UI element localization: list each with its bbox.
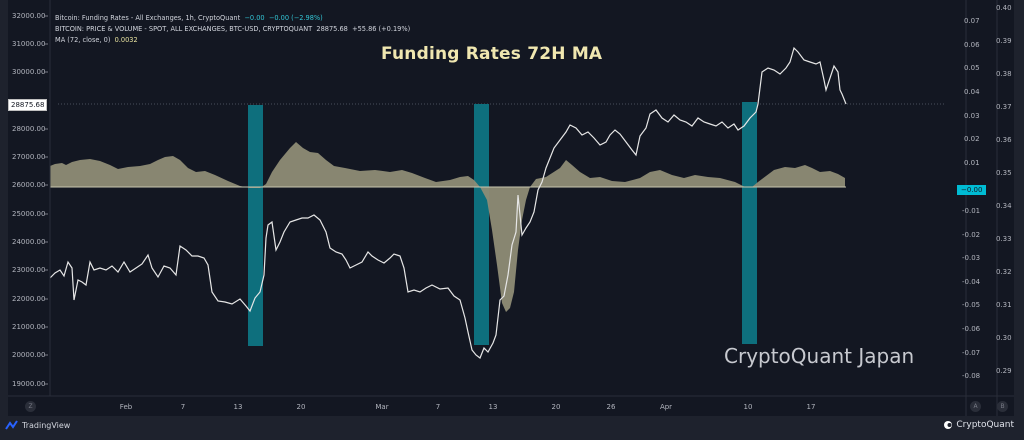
- right-b-tick: 0.33: [996, 235, 1012, 243]
- right-a-tick: 0.04: [964, 88, 980, 96]
- left-tick: 26000.00: [12, 181, 46, 189]
- right-b-tick: 0.40: [996, 4, 1012, 12]
- x-tick: 20: [296, 403, 306, 411]
- footer: [0, 416, 1024, 440]
- legend-change: +55.86 (+0.19%): [352, 25, 411, 33]
- axis-b-button[interactable]: B: [997, 401, 1008, 412]
- x-tick: 17: [806, 403, 816, 411]
- right-a-tick: 0.06: [964, 41, 980, 49]
- left-tick: 32000.00: [12, 12, 46, 20]
- legend-label: BITCOIN: PRICE & VOLUME - SPOT, ALL EXCH…: [55, 25, 313, 33]
- tradingview-icon: [5, 420, 18, 430]
- right-b-tick: 0.29: [996, 367, 1012, 375]
- highlight-band-apr: [742, 102, 757, 344]
- cryptoquant-icon: [944, 421, 953, 429]
- legend-change: −0.00 (−2.98%): [268, 14, 323, 22]
- right-a-tick: -0.08: [962, 372, 981, 380]
- highlight-band-mar: [474, 104, 489, 345]
- left-tick: 20000.00: [12, 351, 46, 359]
- legend-btc-price[interactable]: BITCOIN: PRICE & VOLUME - SPOT, ALL EXCH…: [55, 24, 410, 35]
- btc-price-line: [49, 46, 847, 359]
- chart-title: Funding Rates 72H MA: [381, 44, 603, 64]
- right-a-tick: -0.02: [962, 231, 981, 239]
- right-b-tick: 0.35: [996, 169, 1012, 177]
- x-tick: 20: [551, 403, 561, 411]
- x-tick: 26: [606, 403, 616, 411]
- left-tick: 31000.00: [12, 40, 46, 48]
- ma-area: [50, 142, 845, 312]
- right-b-tick: 0.37: [996, 103, 1012, 111]
- right-a-tick: 0.01: [964, 159, 980, 167]
- legend-label: MA (72, close, 0): [55, 36, 111, 44]
- legend-funding-rates[interactable]: Bitcoin: Funding Rates - All Exchanges, …: [55, 13, 410, 24]
- left-tick: 27000.00: [12, 153, 46, 161]
- funding-rate-badge: −0.00: [957, 185, 987, 195]
- right-a-tick: -0.03: [962, 254, 981, 262]
- watermark: CryptoQuant Japan: [724, 344, 915, 368]
- legend-value: 0.0032: [114, 36, 138, 44]
- left-tick: 24000.00: [12, 238, 46, 246]
- right-a-tick: 0.03: [964, 112, 980, 120]
- left-tick: 21000.00: [12, 323, 46, 331]
- chart-legend: Bitcoin: Funding Rates - All Exchanges, …: [55, 13, 410, 46]
- x-tick: 7: [180, 403, 186, 411]
- right-a-tick: -0.05: [962, 301, 981, 309]
- legend-value: −0.00: [244, 14, 265, 22]
- axis-a-button[interactable]: A: [970, 401, 981, 412]
- x-tick: Feb: [119, 403, 133, 411]
- highlight-band-feb: [248, 105, 263, 346]
- left-tick: 23000.00: [12, 266, 46, 274]
- legend-ma[interactable]: MA (72, close, 0) 0.0032: [55, 35, 410, 46]
- right-a-tick: -0.06: [962, 325, 981, 333]
- right-a-tick: -0.07: [962, 349, 981, 357]
- legend-value: 28875.68: [316, 25, 348, 33]
- right-a-tick: 0.05: [964, 64, 980, 72]
- right-a-tick: -0.04: [962, 278, 981, 286]
- cryptoquant-label: CryptoQuant: [956, 420, 1014, 430]
- right-a-tick: 0.02: [964, 135, 980, 143]
- left-tick: 30000.00: [12, 68, 46, 76]
- x-tick: 13: [233, 403, 243, 411]
- right-b-tick: 0.30: [996, 334, 1012, 342]
- right-b-tick: 0.38: [996, 70, 1012, 78]
- x-tick: 7: [435, 403, 441, 411]
- cryptoquant-logo[interactable]: CryptoQuant: [943, 420, 1014, 430]
- legend-label: Bitcoin: Funding Rates - All Exchanges, …: [55, 14, 241, 22]
- right-b-tick: 0.39: [996, 37, 1012, 45]
- right-b-tick: 0.31: [996, 301, 1012, 309]
- left-tick: 19000.00: [12, 380, 46, 388]
- right-b-tick: 0.36: [996, 136, 1012, 144]
- tradingview-logo[interactable]: TradingView: [5, 420, 70, 430]
- right-a-tick: -0.01: [962, 207, 981, 215]
- current-price-badge: 28875.68: [8, 99, 48, 111]
- left-tick: 22000.00: [12, 295, 46, 303]
- right-b-tick: 0.32: [996, 268, 1012, 276]
- x-tick: 10: [743, 403, 753, 411]
- left-tick: 25000.00: [12, 210, 46, 218]
- left-tick: 28000.00: [12, 125, 46, 133]
- x-tick: Apr: [659, 403, 673, 411]
- right-a-tick: 0.07: [964, 17, 980, 25]
- x-tick: 13: [488, 403, 498, 411]
- tradingview-label: TradingView: [22, 420, 71, 430]
- z-scale-button[interactable]: Z: [25, 401, 36, 412]
- x-tick: Mar: [375, 403, 389, 411]
- right-b-tick: 0.34: [996, 202, 1012, 210]
